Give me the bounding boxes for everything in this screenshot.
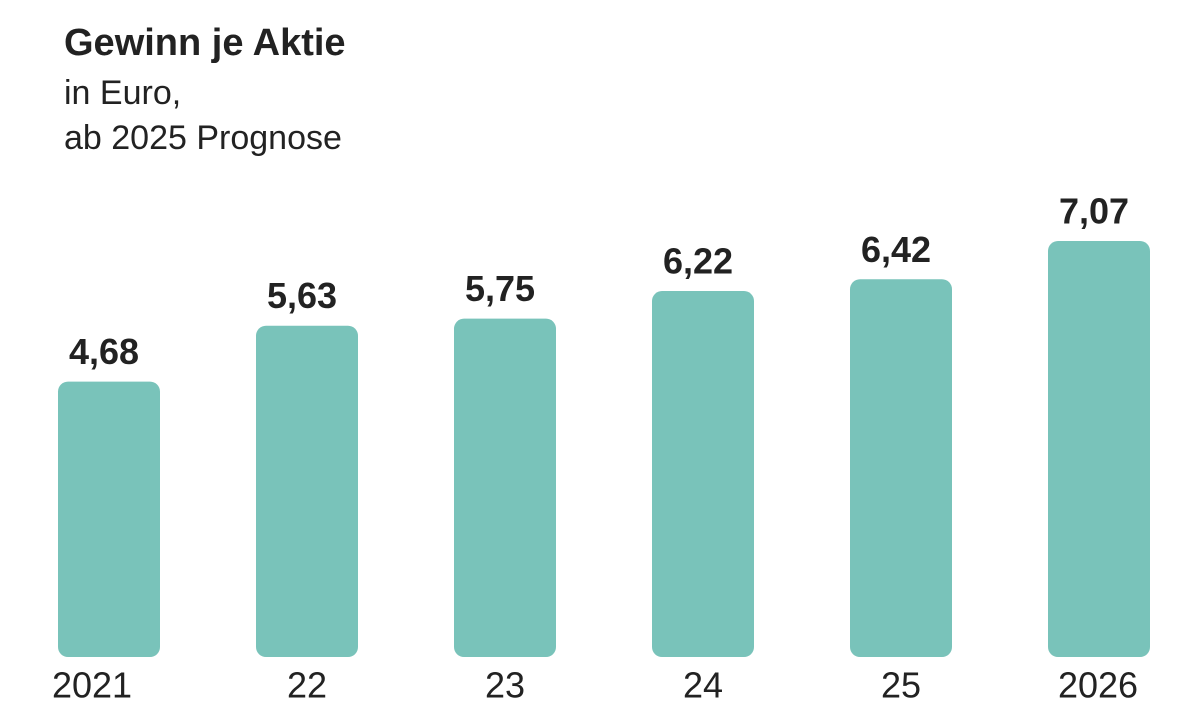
value-label: 6,22: [663, 241, 733, 282]
value-label: 6,42: [861, 229, 931, 270]
x-tick-label: 24: [683, 665, 723, 706]
bar: [1048, 241, 1150, 657]
chart-title: Gewinn je Aktie: [64, 22, 346, 64]
x-tick-label: 23: [485, 665, 525, 706]
bar: [652, 291, 754, 657]
value-label: 7,07: [1059, 191, 1129, 232]
x-tick-label: 25: [881, 665, 921, 706]
x-tick-label: 22: [287, 665, 327, 706]
value-label: 5,63: [267, 275, 337, 316]
chart-subtitle: ab 2025 Prognose: [64, 119, 342, 157]
bar: [454, 318, 556, 657]
chart-subtitle: in Euro,: [64, 74, 181, 112]
bar: [256, 325, 358, 657]
bar: [58, 381, 160, 657]
bar: [850, 279, 952, 657]
x-tick-label: 2021: [52, 665, 132, 706]
value-label: 5,75: [465, 268, 535, 309]
x-tick-label: 2026: [1058, 665, 1138, 706]
value-label: 4,68: [69, 331, 139, 372]
